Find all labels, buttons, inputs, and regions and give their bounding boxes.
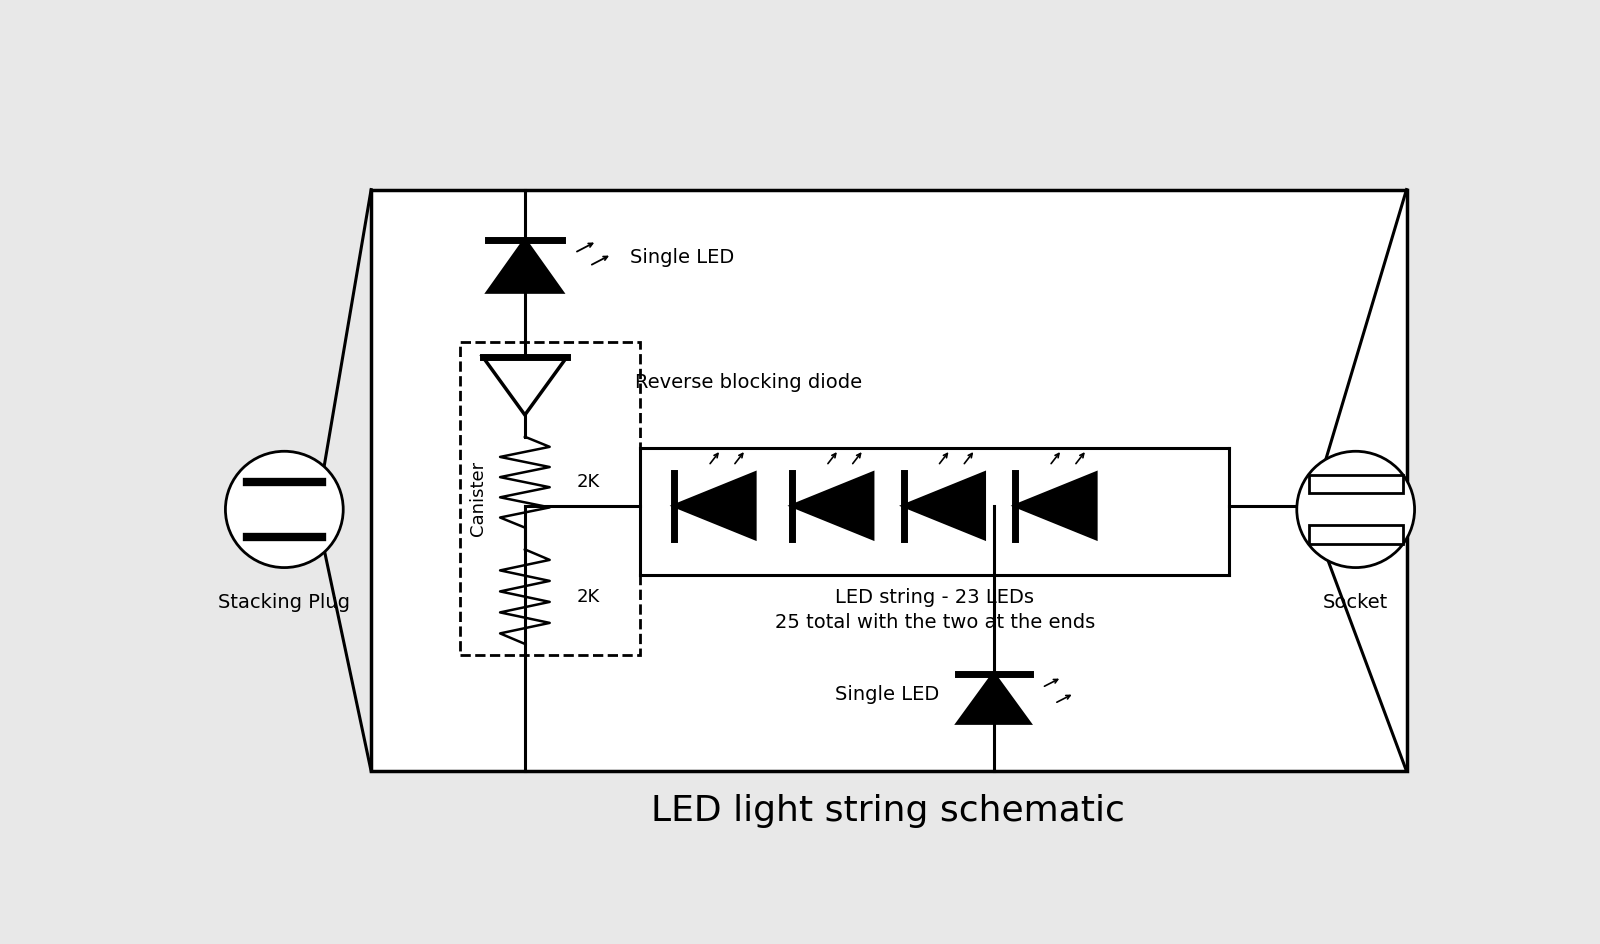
Polygon shape <box>488 240 562 292</box>
Polygon shape <box>792 473 872 538</box>
Text: Single LED: Single LED <box>835 685 939 704</box>
Text: Single LED: Single LED <box>630 247 734 267</box>
Text: Canister: Canister <box>469 461 486 536</box>
Bar <box>1309 475 1403 494</box>
Polygon shape <box>958 674 1029 723</box>
Polygon shape <box>483 357 566 415</box>
Text: LED string - 23 LEDs: LED string - 23 LEDs <box>835 588 1034 607</box>
Bar <box>371 190 1406 771</box>
Polygon shape <box>674 473 755 538</box>
Text: LED light string schematic: LED light string schematic <box>651 794 1125 828</box>
Text: Reverse blocking diode: Reverse blocking diode <box>635 373 862 392</box>
Text: 2K: 2K <box>578 588 600 606</box>
Text: Stacking Plug: Stacking Plug <box>218 593 350 612</box>
Bar <box>461 343 640 655</box>
Polygon shape <box>904 473 984 538</box>
Polygon shape <box>1016 473 1096 538</box>
Text: Socket: Socket <box>1323 593 1389 612</box>
Text: 2K: 2K <box>578 473 600 491</box>
Ellipse shape <box>1296 451 1414 567</box>
Bar <box>1309 526 1403 545</box>
Ellipse shape <box>226 451 344 567</box>
Text: 25 total with the two at the ends: 25 total with the two at the ends <box>774 614 1094 632</box>
